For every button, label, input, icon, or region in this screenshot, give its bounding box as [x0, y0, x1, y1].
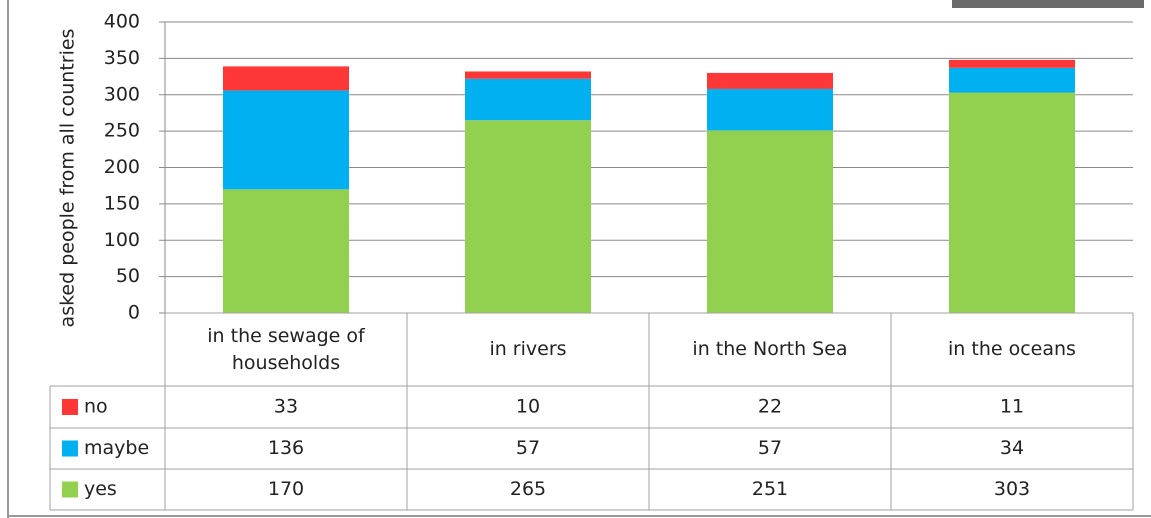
- y-axis-label: asked people from all countries: [57, 29, 79, 328]
- bar-segment: [223, 189, 349, 313]
- y-tick-label: 400: [104, 11, 140, 33]
- y-tick-label: 300: [104, 83, 140, 105]
- table-value: 10: [516, 396, 540, 418]
- table-value: 33: [274, 396, 298, 418]
- legend-key: [62, 440, 78, 457]
- x-tick-label-box: in the oceans: [948, 338, 1076, 361]
- table-value: 11: [1000, 396, 1024, 418]
- x-tick-label: in the oceans: [948, 338, 1076, 361]
- bar-segment: [465, 78, 591, 121]
- y-tick-label: 50: [116, 265, 140, 287]
- y-tick-label: 350: [104, 47, 140, 69]
- bar-segment: [223, 66, 349, 91]
- table-value: 136: [268, 437, 304, 459]
- bar-segment: [465, 71, 591, 79]
- x-tick-label-box: in the North Sea: [692, 338, 848, 361]
- photo-fragment: [952, 0, 1144, 8]
- table-value: 251: [752, 478, 788, 500]
- legend-label: no: [84, 396, 108, 418]
- bar-segment: [707, 88, 833, 131]
- bar-segment: [465, 120, 591, 314]
- table-value: 22: [758, 396, 782, 418]
- legend-label: yes: [84, 478, 117, 500]
- x-tick-label-box: in rivers: [489, 338, 567, 361]
- y-tick-label: 250: [104, 120, 140, 142]
- x-tick-label: in the North Sea: [692, 338, 848, 361]
- table-value: 303: [994, 478, 1030, 500]
- bar-segment: [707, 130, 833, 313]
- y-tick-label: 200: [104, 156, 140, 178]
- y-tick-label: 150: [104, 192, 140, 214]
- table-value: 170: [268, 478, 304, 500]
- y-tick-label: 0: [128, 302, 140, 324]
- table-value: 57: [516, 437, 540, 459]
- table-value: 34: [1000, 437, 1024, 459]
- x-tick-label: in the sewage of households: [207, 324, 365, 374]
- legend-label: maybe: [84, 437, 149, 459]
- bar-segment: [949, 92, 1075, 313]
- y-tick-label: 100: [104, 229, 140, 251]
- legend-key: [62, 399, 78, 415]
- bar-segment: [949, 67, 1075, 93]
- bar-segment: [223, 90, 349, 190]
- legend-key: [62, 481, 78, 498]
- table-value: 57: [758, 437, 782, 459]
- x-tick-label-box: in the sewage of households: [207, 324, 365, 374]
- bar-segment: [707, 72, 833, 89]
- table-value: 265: [510, 478, 546, 500]
- bar-segment: [949, 59, 1075, 68]
- x-tick-label: in rivers: [489, 338, 567, 361]
